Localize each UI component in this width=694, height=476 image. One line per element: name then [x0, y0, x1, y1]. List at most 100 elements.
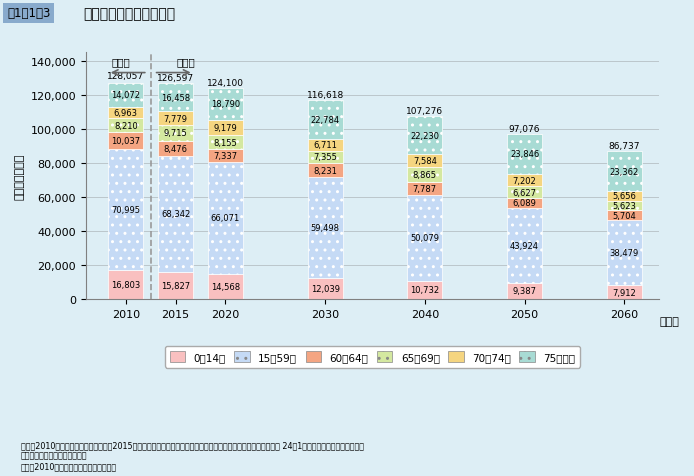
Text: 50,079: 50,079: [410, 234, 439, 243]
Text: 107,276: 107,276: [406, 107, 443, 116]
Text: （注）2010年の総数は年齢不詳を含む。: （注）2010年の総数は年齢不詳を含む。: [21, 461, 117, 470]
Text: 中位仮定による推計結果: 中位仮定による推計結果: [21, 451, 87, 460]
Text: 128,057: 128,057: [107, 72, 144, 81]
Bar: [108, 108, 143, 119]
Bar: [307, 279, 343, 299]
Text: 116,618: 116,618: [307, 91, 344, 100]
Bar: [307, 164, 343, 178]
Bar: [108, 133, 143, 150]
Text: 16,458: 16,458: [161, 94, 190, 103]
Text: 10,732: 10,732: [410, 286, 439, 295]
Bar: [407, 196, 442, 281]
Text: 資料：2010年は総務省「国勢調査」、2015年以降は国立社会保障・人口問題研究所「日本の将来推計人口（平成 24年1月推計）」の出生中位・死亡: 資料：2010年は総務省「国勢調査」、2015年以降は国立社会保障・人口問題研究…: [21, 440, 364, 449]
Text: 124,100: 124,100: [207, 79, 244, 88]
Bar: [208, 89, 243, 120]
Bar: [507, 175, 542, 187]
Text: 7,787: 7,787: [413, 185, 437, 194]
Bar: [208, 120, 243, 136]
Bar: [607, 211, 642, 220]
Text: 59,498: 59,498: [311, 224, 339, 233]
Bar: [607, 201, 642, 211]
Text: 6,711: 6,711: [313, 141, 337, 150]
Bar: [208, 162, 243, 275]
Bar: [307, 101, 343, 140]
Text: 18,790: 18,790: [211, 100, 240, 109]
Text: 実績値: 実績値: [112, 58, 130, 68]
Text: 22,230: 22,230: [410, 131, 439, 140]
Text: 8,865: 8,865: [413, 171, 437, 180]
Text: 6,627: 6,627: [513, 188, 536, 197]
Text: 70,995: 70,995: [111, 206, 140, 215]
Text: 5,704: 5,704: [612, 211, 636, 220]
Text: 16,803: 16,803: [111, 280, 140, 289]
Bar: [507, 134, 542, 175]
Text: 9,715: 9,715: [164, 129, 187, 138]
Text: 7,779: 7,779: [164, 114, 187, 123]
Bar: [158, 142, 193, 156]
Bar: [158, 272, 193, 299]
Bar: [158, 125, 193, 142]
Text: 推計値: 推計値: [176, 58, 195, 68]
Bar: [158, 112, 193, 125]
Text: 年齢区分別将来人口推計: 年齢区分別将来人口推計: [83, 7, 176, 21]
Text: 38,479: 38,479: [609, 248, 639, 258]
Text: 66,071: 66,071: [211, 214, 240, 223]
Bar: [108, 271, 143, 299]
Bar: [407, 155, 442, 168]
Bar: [407, 281, 442, 299]
Text: 9,179: 9,179: [214, 124, 237, 133]
Text: 86,737: 86,737: [609, 142, 640, 151]
Bar: [307, 151, 343, 164]
Bar: [158, 84, 193, 112]
Bar: [307, 140, 343, 151]
Text: 5,656: 5,656: [612, 192, 636, 201]
Text: 14,568: 14,568: [211, 282, 240, 291]
Bar: [407, 168, 442, 183]
Text: 6,089: 6,089: [513, 199, 536, 208]
Text: 126,597: 126,597: [157, 74, 194, 83]
Bar: [158, 156, 193, 272]
Bar: [208, 275, 243, 299]
Bar: [607, 152, 642, 192]
Bar: [108, 83, 143, 108]
Text: 7,912: 7,912: [612, 288, 636, 297]
Text: 8,476: 8,476: [164, 145, 187, 154]
Text: 23,362: 23,362: [609, 167, 639, 176]
Text: 7,355: 7,355: [313, 153, 337, 162]
Bar: [607, 286, 642, 299]
Text: 8,231: 8,231: [313, 166, 337, 175]
Text: 8,210: 8,210: [114, 122, 137, 130]
Y-axis label: 総人口（千人）: 総人口（千人）: [15, 153, 25, 199]
Bar: [208, 136, 243, 150]
Bar: [407, 117, 442, 155]
Text: 図1－1－3: 図1－1－3: [7, 7, 50, 20]
Bar: [507, 208, 542, 283]
Text: 15,827: 15,827: [161, 281, 190, 290]
Text: 43,924: 43,924: [510, 241, 539, 250]
Text: 5,623: 5,623: [612, 201, 636, 210]
Text: 14,072: 14,072: [111, 91, 140, 100]
Text: 23,846: 23,846: [510, 150, 539, 159]
Text: 97,076: 97,076: [509, 124, 541, 133]
Text: 7,584: 7,584: [413, 157, 437, 166]
Text: 22,784: 22,784: [311, 116, 340, 125]
Bar: [208, 150, 243, 162]
Bar: [507, 187, 542, 198]
Text: 12,039: 12,039: [311, 285, 339, 293]
Text: 10,037: 10,037: [111, 137, 140, 146]
Text: （年）: （年）: [659, 317, 679, 327]
Bar: [108, 119, 143, 133]
Bar: [507, 198, 542, 208]
Bar: [307, 178, 343, 279]
Bar: [407, 183, 442, 196]
Bar: [507, 283, 542, 299]
Bar: [108, 150, 143, 271]
Text: 68,342: 68,342: [161, 210, 190, 219]
Text: 7,202: 7,202: [513, 177, 536, 186]
Bar: [607, 192, 642, 201]
Text: 8,155: 8,155: [214, 139, 237, 148]
Text: 7,337: 7,337: [214, 151, 237, 160]
Legend: 0～14歳, 15～59歳, 60～64歳, 65～69歳, 70～74歳, 75歳以上: 0～14歳, 15～59歳, 60～64歳, 65～69歳, 70～74歳, 7…: [164, 347, 580, 368]
Text: 9,387: 9,387: [513, 287, 536, 296]
Text: 6,963: 6,963: [114, 109, 138, 118]
